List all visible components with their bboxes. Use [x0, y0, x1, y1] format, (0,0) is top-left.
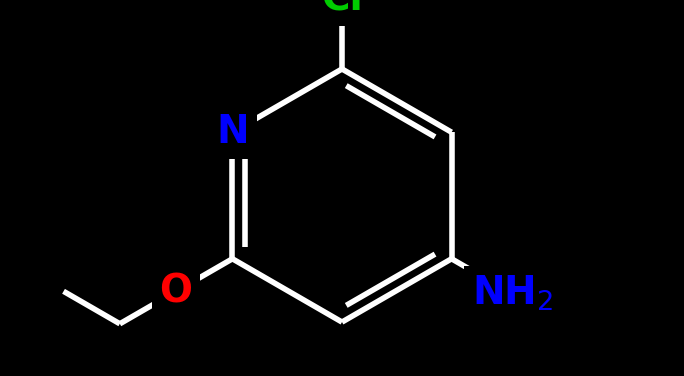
Text: Cl: Cl — [321, 0, 363, 18]
Text: NH$_2$: NH$_2$ — [472, 274, 553, 314]
Text: N: N — [216, 113, 249, 151]
Text: O: O — [159, 272, 193, 310]
